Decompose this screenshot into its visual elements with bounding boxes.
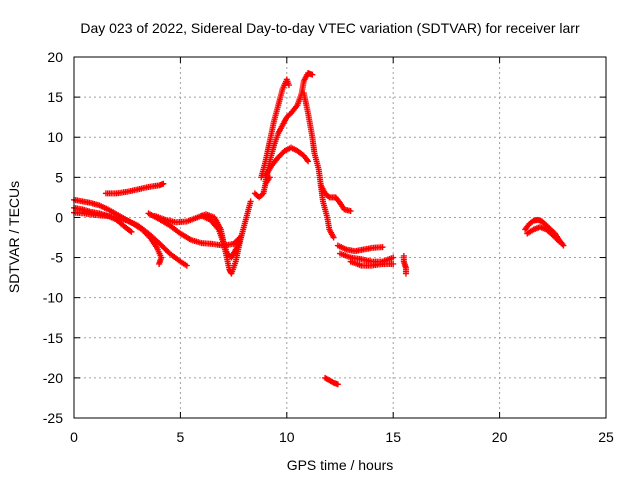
series-markers bbox=[258, 76, 292, 181]
series-markers bbox=[524, 224, 563, 245]
y-tick-label: -10 bbox=[43, 290, 63, 306]
x-tick-label: 20 bbox=[492, 429, 508, 445]
series-markers bbox=[102, 180, 167, 197]
series-markers bbox=[334, 242, 386, 255]
series-markers bbox=[400, 252, 409, 277]
x-axis-label: GPS time / hours bbox=[287, 457, 394, 473]
x-tick-label: 15 bbox=[385, 429, 401, 445]
axis-ticks: 0 5 10 15 20 25 -25 -20 -15 -10 -5 0 5 10 15 20 bbox=[43, 49, 614, 445]
y-tick-label: -5 bbox=[51, 250, 64, 266]
y-axis-label: SDTVAR / TECUs bbox=[6, 181, 22, 293]
y-tick-label: 10 bbox=[47, 129, 63, 145]
grid-lines bbox=[74, 57, 606, 418]
x-tick-label: 25 bbox=[598, 429, 614, 445]
series-track-13 bbox=[317, 182, 354, 215]
y-tick-label: -15 bbox=[43, 330, 63, 346]
y-tick-label: 20 bbox=[47, 49, 63, 65]
data-points bbox=[71, 70, 567, 388]
series-track-17 bbox=[400, 252, 409, 277]
series-markers bbox=[347, 258, 397, 269]
series-track-11 bbox=[262, 144, 312, 179]
series-track-14 bbox=[334, 242, 386, 255]
series-track-7 bbox=[198, 198, 254, 261]
plot-frame bbox=[73, 56, 607, 419]
chart-title: Day 023 of 2022, Sidereal Day-to-day VTE… bbox=[80, 20, 580, 36]
series-markers bbox=[262, 144, 312, 179]
series-track-16 bbox=[347, 258, 397, 269]
series-track-18 bbox=[322, 374, 341, 388]
series-markers bbox=[322, 374, 341, 388]
x-tick-label: 10 bbox=[279, 429, 295, 445]
y-tick-label: 0 bbox=[55, 209, 63, 225]
x-tick-label: 5 bbox=[177, 429, 185, 445]
series-track-4 bbox=[102, 180, 167, 197]
series-track-20 bbox=[524, 224, 563, 245]
series-track-9 bbox=[258, 76, 292, 181]
y-tick-label: 5 bbox=[55, 169, 63, 185]
y-tick-label: -25 bbox=[43, 410, 63, 426]
series-markers bbox=[198, 198, 254, 261]
series-markers bbox=[317, 182, 354, 215]
y-tick-label: -20 bbox=[43, 370, 63, 386]
x-tick-label: 0 bbox=[70, 429, 78, 445]
y-tick-label: 15 bbox=[47, 89, 63, 105]
